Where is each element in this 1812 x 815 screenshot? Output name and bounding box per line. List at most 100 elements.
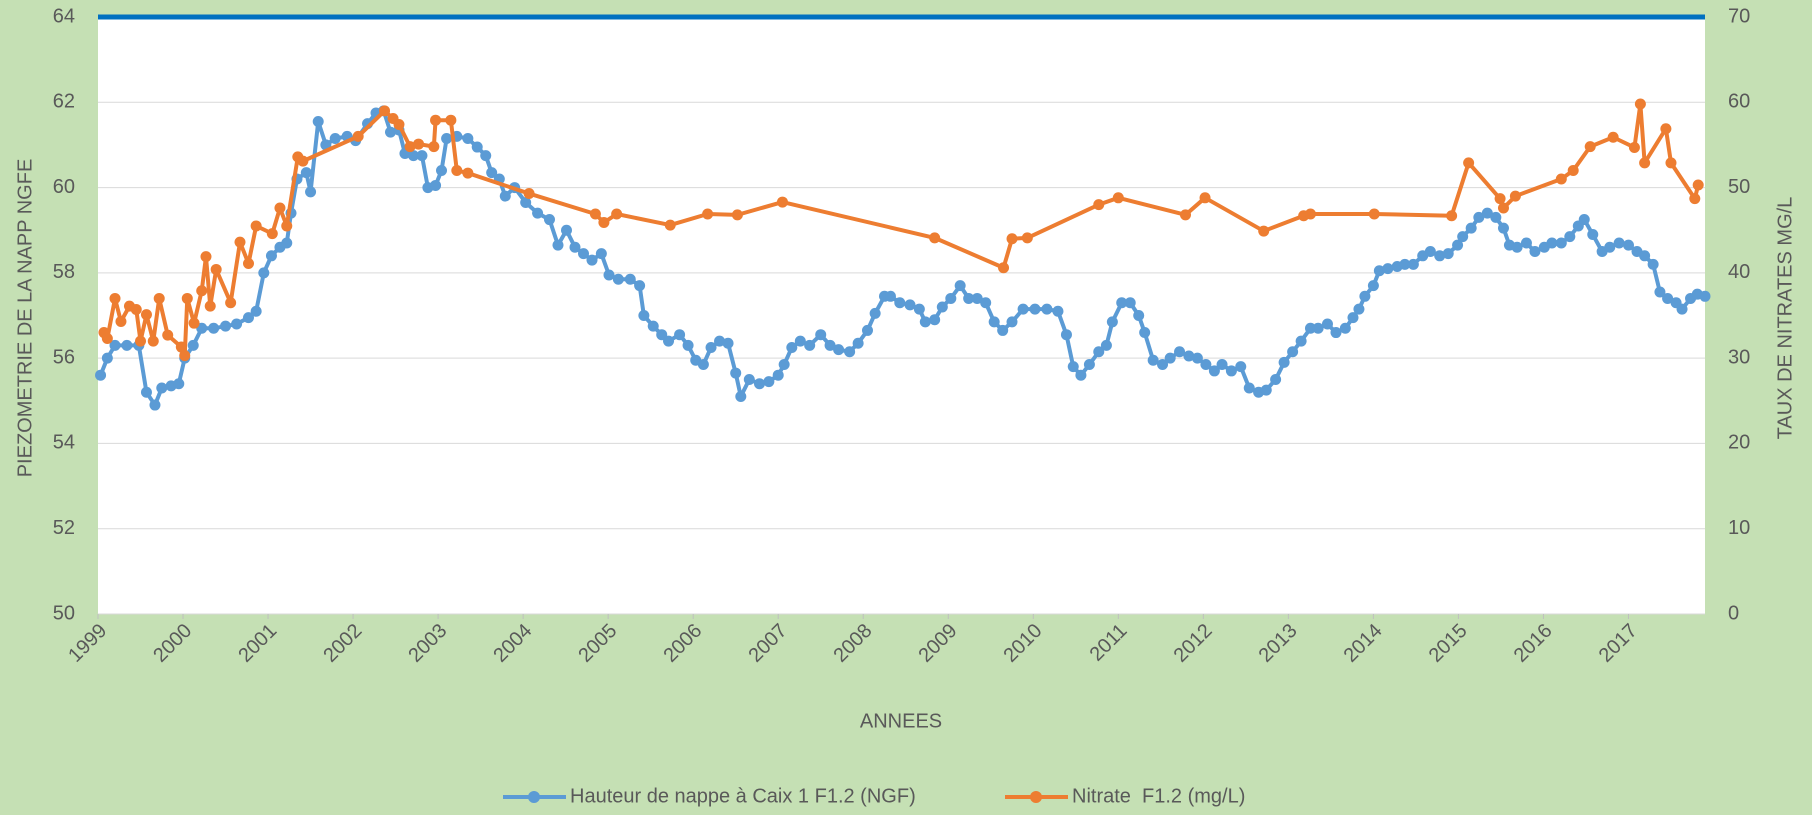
x-tick-label: 2009 xyxy=(915,620,962,667)
data-point xyxy=(520,196,532,208)
data-point xyxy=(1304,322,1316,334)
data-point xyxy=(250,305,262,317)
data-point xyxy=(430,114,442,126)
data-point xyxy=(462,167,474,179)
data-point xyxy=(281,220,293,232)
data-point xyxy=(188,317,200,329)
data-point xyxy=(1278,356,1290,368)
data-point xyxy=(173,378,185,390)
data-point xyxy=(1473,211,1485,223)
data-point xyxy=(149,399,161,411)
data-point xyxy=(462,133,474,145)
data-point xyxy=(1164,352,1176,364)
data-point xyxy=(1216,359,1228,371)
data-point xyxy=(393,118,405,130)
y-tick-label: 64 xyxy=(53,5,75,27)
x-tick-label: 2007 xyxy=(744,620,791,667)
y-axis-title: PIEZOMETRIE DE LA NAPP NGFE xyxy=(14,159,36,478)
data-point xyxy=(913,303,925,315)
data-point xyxy=(1457,231,1469,243)
data-point xyxy=(638,310,650,321)
data-point xyxy=(1029,303,1041,315)
data-point xyxy=(231,318,243,330)
data-point xyxy=(532,207,544,219)
data-point xyxy=(1407,258,1419,270)
data-point xyxy=(763,376,775,388)
data-point xyxy=(1199,192,1211,204)
data-point xyxy=(1330,327,1342,339)
data-point xyxy=(153,292,165,304)
x-tick-label: 2002 xyxy=(319,620,366,667)
data-point xyxy=(445,114,457,126)
data-point xyxy=(140,309,152,321)
data-point xyxy=(647,320,659,332)
data-point xyxy=(300,167,312,179)
data-point xyxy=(274,202,286,214)
data-point xyxy=(135,335,147,347)
x-tick-label: 2003 xyxy=(404,620,451,667)
data-point xyxy=(904,299,916,311)
data-point xyxy=(1511,241,1523,253)
y2-tick-label: 70 xyxy=(1728,5,1750,27)
data-point xyxy=(894,297,906,309)
data-point xyxy=(181,292,193,304)
data-point xyxy=(384,126,396,138)
data-point xyxy=(861,324,873,336)
y2-tick-label: 50 xyxy=(1728,176,1750,198)
data-point xyxy=(722,337,734,349)
data-point xyxy=(179,350,191,362)
data-point xyxy=(786,341,798,353)
x-axis-title: ANNEES xyxy=(860,710,942,732)
data-point xyxy=(140,386,152,398)
data-point xyxy=(1446,210,1458,222)
x-tick-label: 2012 xyxy=(1170,620,1217,667)
data-point xyxy=(1452,239,1464,251)
y2-axis-title: TAUX DE NITRATES MG/L xyxy=(1774,197,1796,440)
y-tick-label: 60 xyxy=(53,176,75,198)
x-tick-label: 1999 xyxy=(64,620,111,667)
data-point xyxy=(407,150,419,162)
data-point xyxy=(281,237,293,249)
data-point xyxy=(297,155,309,167)
data-point xyxy=(998,262,1010,274)
data-point xyxy=(130,304,142,316)
data-point xyxy=(1634,98,1646,110)
legend-label: Nitrate F1.2 (mg/L) xyxy=(1072,785,1245,807)
data-point xyxy=(852,337,864,349)
data-point xyxy=(234,236,246,248)
data-point xyxy=(208,322,220,334)
data-point xyxy=(1312,322,1324,334)
data-point xyxy=(305,186,317,198)
x-tick-label: 2014 xyxy=(1340,620,1387,667)
data-point xyxy=(1017,303,1029,315)
y-tick-label: 58 xyxy=(53,261,75,283)
data-point xyxy=(1112,192,1124,204)
data-point xyxy=(980,297,992,309)
data-point xyxy=(1093,199,1105,211)
data-point xyxy=(196,285,208,297)
data-point xyxy=(1060,329,1072,341)
x-tick-label: 2011 xyxy=(1086,620,1132,666)
x-tick-label: 2016 xyxy=(1510,620,1557,667)
data-point xyxy=(1147,354,1159,366)
data-point xyxy=(1564,231,1576,243)
data-point xyxy=(1270,373,1282,385)
data-point xyxy=(312,115,324,127)
y-tick-label: 52 xyxy=(53,517,75,539)
data-point xyxy=(1295,335,1307,347)
data-point xyxy=(714,335,726,347)
data-point xyxy=(451,165,463,177)
y-tick-label: 56 xyxy=(53,346,75,368)
data-point xyxy=(175,341,187,353)
data-point xyxy=(115,315,127,327)
data-point xyxy=(1382,263,1394,275)
data-point xyxy=(1654,286,1666,298)
data-point xyxy=(1604,241,1616,253)
x-tick-label: 2010 xyxy=(1000,620,1047,667)
data-point xyxy=(552,239,564,251)
data-point xyxy=(1321,318,1333,330)
data-point xyxy=(266,228,278,240)
data-point xyxy=(634,280,646,292)
data-point xyxy=(379,105,391,117)
data-point xyxy=(1243,382,1255,394)
